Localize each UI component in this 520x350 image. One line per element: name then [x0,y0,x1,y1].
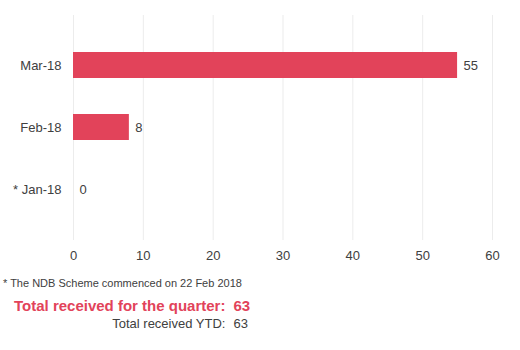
html-text:63: 63 [233,297,251,314]
html-text:63: 63 [233,316,248,331]
html-text:Total received YTD:: Total received YTD: [112,316,226,331]
svg-text:10: 10 [136,248,150,263]
html-text:* The NDB Scheme commenced on: * The NDB Scheme commenced on 22 Feb 201… [3,277,242,289]
svg-text:* Jan-18: * Jan-18 [13,182,61,197]
svg-text:20: 20 [206,248,220,263]
svg-text:40: 40 [346,248,360,263]
svg-text:55: 55 [464,58,478,73]
svg-text:8: 8 [135,120,142,135]
svg-text:Mar-18: Mar-18 [20,58,61,73]
html-text:Total received for the quarter: Total received for the quarter: [14,297,226,314]
svg-text:50: 50 [415,248,429,263]
svg-text:60: 60 [485,248,499,263]
svg-text:Feb-18: Feb-18 [20,120,61,135]
svg-text:0: 0 [80,182,87,197]
svg-text:0: 0 [70,248,77,263]
svg-text:30: 30 [276,248,290,263]
